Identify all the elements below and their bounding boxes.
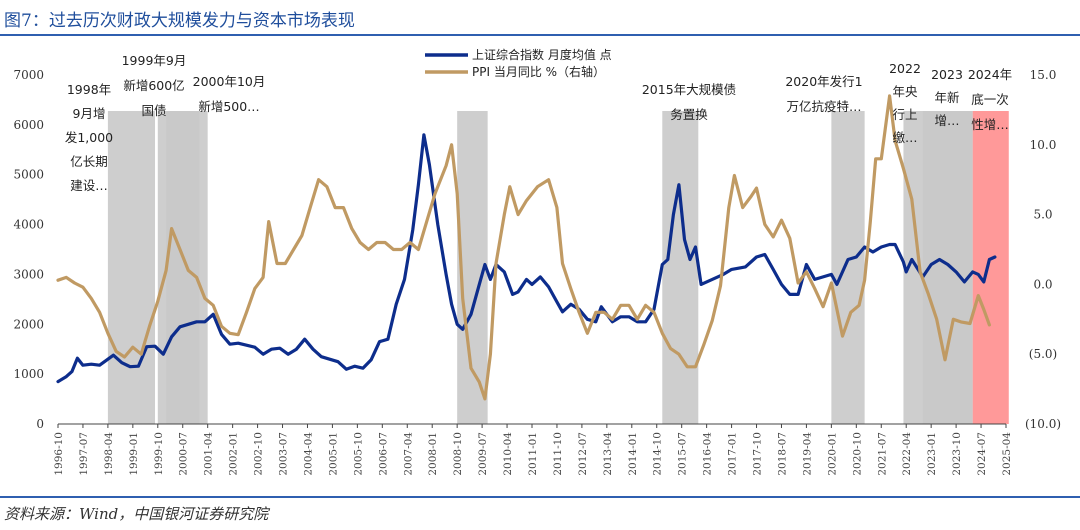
period-label-line: 年新 xyxy=(934,90,959,105)
period-label-line: 1999年9月 xyxy=(122,53,187,68)
period-label-line: 增… xyxy=(934,113,959,128)
shaded-period-4 xyxy=(662,111,699,424)
period-label-line: 9月增 xyxy=(73,106,106,121)
x-tick-label: 2004-04 xyxy=(302,432,314,476)
x-tick-label: 2017-10 xyxy=(752,432,764,476)
x-tick-label: 2008-01 xyxy=(427,432,439,476)
shaded-period-5 xyxy=(831,111,865,424)
x-tick-label: 2012-07 xyxy=(577,432,589,476)
series-line-ppi xyxy=(56,94,991,401)
x-tick-label: 2006-07 xyxy=(377,432,389,476)
x-tick-label: 2018-07 xyxy=(776,432,788,476)
chart: 0 1000 2000 3000 4000 5000 6000 7000 (10.0) (5.0)… xyxy=(13,47,1061,476)
y-left-tick-label: 0 xyxy=(36,417,44,431)
shaded-period-0 xyxy=(107,111,156,424)
period-label-line: 2023 xyxy=(931,67,963,82)
y-left-tick-label: 6000 xyxy=(13,118,44,132)
x-tick-label: 2008-10 xyxy=(452,432,464,476)
x-tick-label: 2022-04 xyxy=(901,432,913,476)
x-tick-label: 2016-04 xyxy=(702,432,714,476)
y-left-tick-label: 7000 xyxy=(13,68,44,82)
x-tick-label: 2015-07 xyxy=(677,432,689,476)
period-label-line: 1998年 xyxy=(67,82,111,97)
period-label-line: 务置换 xyxy=(670,107,708,122)
axes: 0 1000 2000 3000 4000 5000 6000 7000 (10.0) (5.0)… xyxy=(13,68,1061,476)
period-label-line: 新增600亿 xyxy=(123,78,184,93)
y-right-tick-label: 10.0 xyxy=(1030,138,1057,152)
period-label-line: 2000年10月 xyxy=(193,74,266,89)
period-label-line: 2015年大规模债 xyxy=(642,82,736,97)
x-tick-label: 2001-04 xyxy=(203,432,215,476)
x-tick-label: 2024-07 xyxy=(976,432,988,476)
period-label-line: 年央 xyxy=(892,84,918,99)
x-tick-label: 2000-07 xyxy=(178,432,190,476)
y-right-tick-label: (5.0) xyxy=(1029,347,1057,361)
x-tick-label: 2023-10 xyxy=(951,432,963,476)
shaded-period-7 xyxy=(922,111,973,424)
x-tick-label: 2011-10 xyxy=(552,432,564,476)
period-label-line: 2020年发行1 xyxy=(785,74,862,89)
x-tick-label: 1996-10 xyxy=(53,432,65,476)
x-tick-label: 1997-07 xyxy=(78,432,90,476)
legend-label: 上证综合指数 月度均值 点 xyxy=(472,47,612,62)
series-line-sse-index xyxy=(56,133,997,384)
legend: 上证综合指数 月度均值 点 PPI 当月同比 %（右轴） xyxy=(425,47,612,79)
x-tick-label: 2017-01 xyxy=(727,432,739,476)
period-label-line: 缴… xyxy=(892,130,917,145)
x-tick-label: 2019-04 xyxy=(801,432,813,476)
period-label-line: 国债 xyxy=(141,103,166,118)
y-right-tick-label: 15.0 xyxy=(1030,68,1057,82)
figure-title: 图7：过去历次财政大规模发力与资本市场表现 xyxy=(4,11,355,31)
period-label-line: 2024年 xyxy=(968,67,1012,82)
x-tick-label: 2013-04 xyxy=(602,432,614,476)
period-label-line: 底一次 xyxy=(971,92,1009,107)
period-label-line: 万亿抗疫特… xyxy=(786,99,861,114)
x-tick-label: 2014-10 xyxy=(652,432,664,476)
y-right-tick-label: (10.0) xyxy=(1025,417,1061,431)
y-left-tick-label: 2000 xyxy=(13,317,44,331)
x-tick-label: 2020-10 xyxy=(851,432,863,476)
x-tick-label: 2011-01 xyxy=(527,432,539,476)
x-tick-label: 2014-01 xyxy=(627,432,639,476)
x-tick-label: 2021-07 xyxy=(876,432,888,476)
series-lines xyxy=(56,94,997,401)
y-right-tick-label: 0.0 xyxy=(1033,277,1052,291)
period-label-line: 2022 xyxy=(889,61,921,76)
period-label-line: 行上 xyxy=(892,107,917,122)
x-tick-label: 1999-10 xyxy=(153,432,165,476)
x-tick-label: 2002-10 xyxy=(253,432,265,476)
y-left-tick-label: 3000 xyxy=(13,267,44,281)
period-label-line: 新增500… xyxy=(198,99,259,114)
y-left-tick-label: 4000 xyxy=(13,218,44,232)
y-right-tick-label: 5.0 xyxy=(1033,208,1052,222)
y-left-tick-label: 5000 xyxy=(13,168,44,182)
x-tick-label: 2010-04 xyxy=(502,432,514,476)
period-label-line: 性增… xyxy=(971,117,1009,132)
period-label-line: 发1,000 xyxy=(65,130,113,145)
x-tick-label: 2020-01 xyxy=(826,432,838,476)
x-tick-label: 2005-10 xyxy=(352,432,364,476)
shaded-periods xyxy=(107,111,1009,424)
x-tick-label: 1998-04 xyxy=(103,432,115,476)
title-rule xyxy=(0,34,1080,36)
x-tick-label: 2025-04 xyxy=(1001,432,1013,476)
x-tick-label: 2002-01 xyxy=(228,432,240,476)
x-tick-label: 2023-01 xyxy=(926,432,938,476)
source-rule xyxy=(0,496,1080,498)
period-label-line: 建设… xyxy=(70,178,108,193)
x-tick-label: 2005-01 xyxy=(327,432,339,476)
x-tick-label: 2009-07 xyxy=(477,432,489,476)
shaded-period-8 xyxy=(972,111,1009,424)
x-tick-label: 2007-04 xyxy=(402,432,414,476)
x-tick-label: 2003-07 xyxy=(278,432,290,476)
legend-label: PPI 当月同比 %（右轴） xyxy=(472,64,605,79)
period-label-line: 亿长期 xyxy=(70,154,108,169)
x-tick-label: 1999-01 xyxy=(128,432,140,476)
y-left-tick-label: 1000 xyxy=(13,367,44,381)
source-note: 资料来源：Wind，中国银河证券研究院 xyxy=(4,505,269,523)
